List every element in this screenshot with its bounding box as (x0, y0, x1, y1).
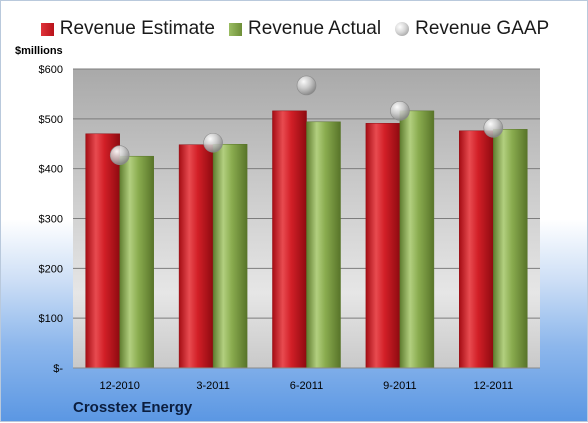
revenue-estimate-bar (459, 130, 494, 369)
revenue-gaap-marker (203, 132, 223, 153)
x-tick-label: 6-2011 (290, 380, 323, 392)
legend-item-revenue-gaap: Revenue GAAP (395, 18, 549, 40)
company-name: Crosstex Energy (73, 399, 193, 416)
revenue-gaap-marker (109, 145, 130, 166)
legend-swatch-gaap (395, 22, 410, 36)
revenue-estimate-bar (365, 123, 401, 369)
y-tick-label: $300 (39, 214, 63, 226)
legend-swatch-estimate (40, 22, 54, 36)
revenue-gaap-marker (390, 101, 410, 121)
revenue-gaap-marker (296, 75, 317, 96)
revenue-actual-bar (119, 155, 154, 369)
legend-item-revenue-actual: Revenue Actual (229, 18, 381, 40)
revenue-actual-bar (493, 129, 528, 369)
legend-label-actual: Revenue Actual (248, 18, 382, 39)
x-tick-label: 12-2011 (474, 380, 514, 392)
x-tick-label: 9-2011 (383, 380, 416, 392)
y-tick-label: $200 (39, 263, 63, 275)
legend: Revenue Estimate Revenue Actual Revenue … (1, 15, 588, 43)
legend-item-revenue-estimate: Revenue Estimate (40, 18, 215, 40)
revenue-estimate-bar (272, 110, 307, 369)
legend-swatch-actual (229, 22, 242, 36)
legend-label-estimate: Revenue Estimate (59, 18, 215, 39)
revenue-estimate-bar (178, 144, 214, 369)
revenue-actual-bar (306, 121, 341, 369)
y-tick-label: $500 (39, 114, 63, 126)
revenue-gaap-marker (483, 118, 504, 138)
legend-label-gaap: Revenue GAAP (415, 18, 550, 39)
y-tick-label: $400 (39, 164, 63, 176)
revenue-estimate-bar (85, 133, 120, 369)
y-tick-label: $- (53, 363, 63, 375)
y-tick-label: $100 (39, 313, 63, 325)
x-tick-label: 12-2010 (100, 380, 140, 392)
x-tick-label: 3-2011 (196, 380, 229, 392)
revenue-actual-bar (212, 143, 248, 369)
revenue-actual-bar (399, 110, 435, 369)
y-axis-units-label: $millions (15, 45, 63, 57)
y-tick-label: $600 (39, 64, 63, 76)
